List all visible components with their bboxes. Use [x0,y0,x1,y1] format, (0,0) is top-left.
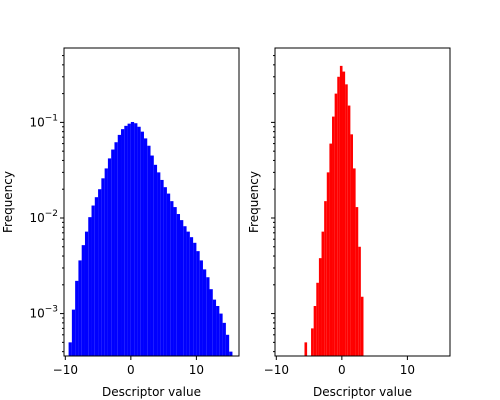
histogram-bar [166,193,171,356]
histogram-bar [212,299,217,356]
histogram-bar [160,179,164,356]
histogram-bar [229,351,233,356]
histogram-bar [318,258,322,356]
histogram-bar [206,277,210,356]
histogram-bar [153,164,158,356]
histogram-bar [124,125,128,356]
histogram-bar [104,168,108,356]
histogram-bar [355,207,359,356]
histogram-bar [98,189,102,356]
histogram-bar [180,220,184,356]
histogram-bar [127,123,131,357]
histogram-bar [339,65,343,356]
histogram-bar [189,237,194,356]
histogram-bar [345,84,348,356]
histogram-bar [101,178,105,356]
histogram-bar [150,155,154,356]
histogram-bar [78,260,82,356]
histogram-bar [114,142,118,356]
histogram-bar [117,134,122,356]
histogram-bar [137,126,141,356]
histogram-bar [199,260,203,356]
histogram-bar [147,145,151,356]
histogram-bar [304,342,308,356]
y-tick-label: 10−3 [29,305,58,321]
histogram-bar [130,121,135,356]
histogram-bar [311,328,314,356]
histogram-bar [225,334,230,356]
histogram-bar [202,269,207,356]
histogram-bar [321,231,325,356]
histogram-bar [350,134,353,356]
histogram-bar [81,245,85,356]
histogram-bar [176,214,181,356]
y-axis-label: Frequency [1,171,15,233]
histogram-bar [71,309,76,356]
x-tick-label: 10 [400,363,415,377]
axes-frame [63,47,240,357]
histogram-bar [334,93,338,357]
histogram-bar [134,123,138,356]
histogram-bar [216,306,220,356]
histogram-bar [219,313,223,356]
histogram-bar [140,131,144,356]
histogram-bar [353,168,356,356]
histogram-bar [186,231,190,356]
histogram-bar [157,172,161,356]
x-tick-label: −10 [264,363,289,377]
y-axis-label: Frequency [247,171,261,233]
histogram-bar [121,129,125,356]
left-histogram-panel: −10 0 10 10−3 10−2 10−1 Descriptor value Freque… [1,47,240,399]
histogram-bar [347,105,351,356]
x-tick-label: 0 [338,363,346,377]
histogram-bar [107,158,112,356]
histogram-bar [196,251,200,356]
histogram-bar [94,197,99,356]
x-tick-label: 10 [189,363,204,377]
histogram-bar [88,217,92,356]
histogram-bar [170,201,174,356]
right-histogram-panel: −10 0 10 Descriptor value Frequency [247,47,451,399]
histogram-bar [111,149,115,356]
histogram-bar [75,280,79,356]
histogram-bar [329,143,333,356]
histogram-bar [209,289,213,356]
histogram-bar [358,246,361,356]
histogram-bar [342,71,346,356]
histogram-bar [313,306,317,356]
x-axis-label: Descriptor value [313,385,412,399]
histogram-bar [222,322,226,356]
histogram-bar [91,205,95,356]
histogram-bar [163,187,167,356]
x-tick-label: 0 [127,363,135,377]
histogram-bar [183,226,187,356]
histogram-bar [173,207,177,356]
histogram-bar [193,242,197,356]
histogram-bar [143,138,148,356]
histogram-bar [337,76,340,356]
y-tick-label: 10−1 [29,113,58,129]
histogram-bar [316,282,319,356]
histogram-bar [332,116,335,356]
histogram-bar [84,231,89,356]
y-tick-label: 10−2 [29,209,58,225]
x-tick-label: −10 [53,363,78,377]
histogram-bar [68,342,72,356]
histogram-bar [326,172,330,356]
histogram-bar [360,296,364,356]
x-axis-label: Descriptor value [102,385,201,399]
axes-frame [274,47,451,357]
histogram-bar [324,201,327,356]
